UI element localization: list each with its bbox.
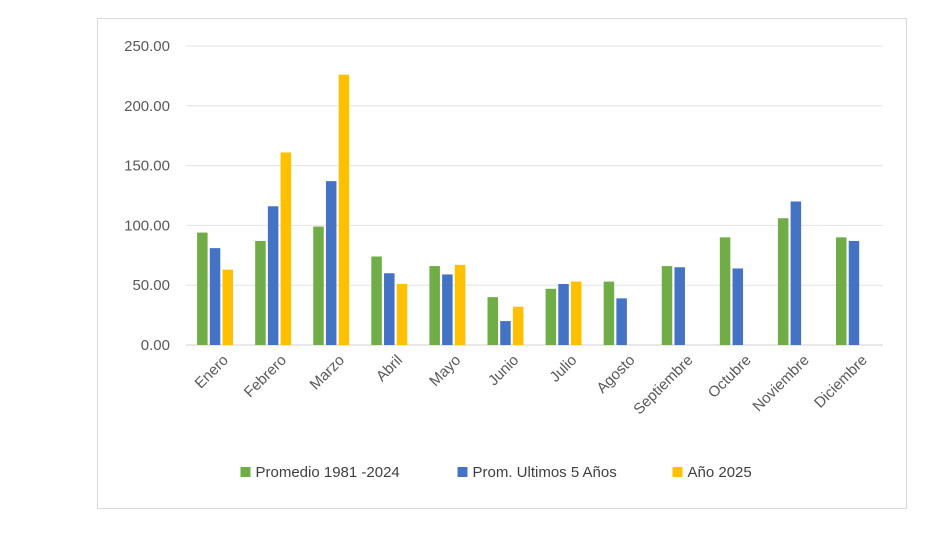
- gridlines: [186, 45, 883, 346]
- legend-label: Prom. Ultimos 5 Años: [473, 464, 617, 481]
- bar-julio-series-3: [570, 281, 582, 345]
- legend-swatch: [240, 467, 251, 477]
- x-tick-label: Agosto: [593, 352, 638, 397]
- chart-frame: 0.00 50.00 100.00 150.00 200.00 250.00 Enero F…: [97, 18, 907, 509]
- x-tick-label: Octubre: [705, 352, 755, 402]
- bar-chart: 0.00 50.00 100.00 150.00 200.00 250.00 Enero F…: [124, 38, 883, 481]
- bar-enero-series-2: [209, 248, 221, 345]
- bar-enero-series-1: [197, 232, 208, 345]
- bar-septiembre-series-2: [674, 267, 685, 345]
- bar-junio-series-1: [487, 297, 499, 345]
- bar-noviembre-series-2: [790, 201, 802, 345]
- bar-agosto-series-1: [603, 281, 615, 345]
- bar-marzo-series-3: [338, 74, 350, 346]
- bar-octubre-series-2: [732, 268, 744, 345]
- x-tick-label: Junio: [485, 352, 522, 389]
- legend-label: Promedio 1981 -2024: [256, 464, 400, 481]
- legend-swatch: [457, 467, 468, 477]
- bar-julio-series-1: [545, 288, 557, 345]
- x-tick-label: Noviembre: [749, 352, 812, 415]
- x-tick-label: Mayo: [426, 352, 464, 390]
- legend: Promedio 1981 -2024 Prom. Ultimos 5 Años A…: [240, 464, 752, 481]
- bar-mayo-series-2: [442, 274, 453, 345]
- x-tick-label: Febrero: [241, 352, 290, 401]
- x-tick-label: Julio: [547, 352, 581, 386]
- bar-mayo-series-1: [429, 266, 440, 345]
- y-tick-label: 250.00: [124, 38, 170, 55]
- legend-label: Año 2025: [688, 464, 752, 481]
- bar-marzo-series-2: [325, 181, 337, 345]
- bar-junio-series-2: [500, 321, 511, 345]
- bar-agosto-series-2: [616, 298, 627, 345]
- bar-septiembre-series-1: [661, 266, 673, 345]
- bar-febrero-series-2: [267, 206, 279, 345]
- bar-enero-series-3: [222, 269, 233, 345]
- bar-diciembre-series-2: [848, 240, 860, 345]
- bar-junio-series-3: [512, 306, 524, 345]
- bar-julio-series-2: [558, 284, 569, 345]
- bar-diciembre-series-1: [836, 237, 847, 345]
- bar-febrero-series-3: [280, 152, 292, 345]
- y-tick-label: 150.00: [124, 158, 170, 175]
- bar-noviembre-series-1: [777, 218, 789, 345]
- bar-abril-series-2: [384, 273, 395, 345]
- bar-marzo-series-1: [313, 226, 324, 345]
- y-axis-ticks: 0.00 50.00 100.00 150.00 200.00 250.00: [124, 38, 170, 354]
- x-tick-label: Diciembre: [811, 352, 871, 412]
- x-tick-label: Abril: [373, 352, 406, 385]
- x-axis-ticks: Enero Febrero Marzo Abril Mayo Junio Julio Agos…: [192, 352, 871, 418]
- x-tick-label: Septiembre: [630, 352, 696, 418]
- bars: [197, 74, 860, 346]
- bar-abril-series-3: [396, 284, 408, 345]
- y-tick-label: 0.00: [141, 337, 170, 354]
- x-tick-label: Marzo: [307, 352, 348, 393]
- bar-mayo-series-3: [454, 264, 466, 345]
- bar-octubre-series-1: [719, 237, 731, 345]
- x-tick-label: Enero: [192, 352, 232, 392]
- y-tick-label: 100.00: [124, 217, 170, 234]
- bar-abril-series-1: [371, 256, 382, 345]
- y-tick-label: 200.00: [124, 98, 170, 115]
- legend-swatch: [672, 467, 683, 477]
- y-tick-label: 50.00: [132, 277, 170, 294]
- bar-febrero-series-1: [255, 240, 266, 345]
